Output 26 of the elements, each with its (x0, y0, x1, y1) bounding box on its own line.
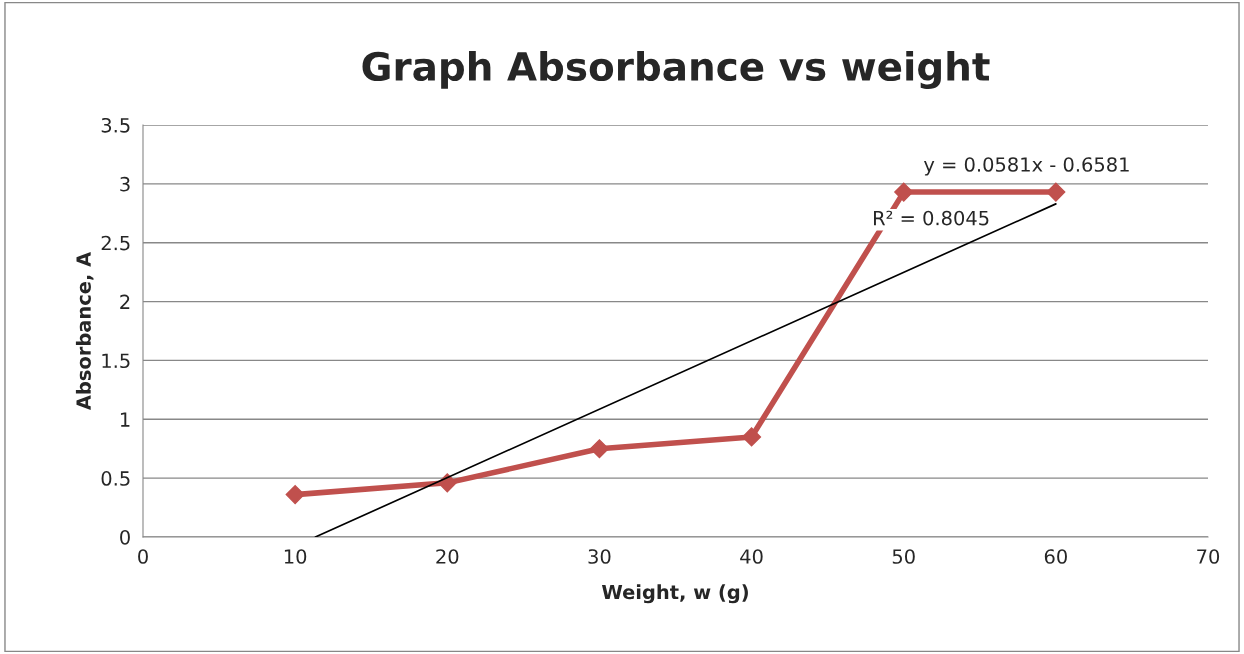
y-tick-label: 0.5 (101, 471, 130, 486)
x-tick-label: 40 (740, 549, 763, 564)
annotation: y = 0.0581x - 0.6581 (923, 157, 1129, 176)
x-tick-label: 50 (892, 549, 915, 564)
y-axis-title: Absorbance, A (75, 251, 94, 411)
y-tick-label: 2 (120, 294, 130, 309)
y-tick-label: 2.5 (101, 235, 130, 251)
chart-title: Graph Absorbance vs weight (362, 51, 990, 89)
x-tick-label: 10 (284, 549, 307, 564)
x-tick-label: 20 (436, 549, 459, 564)
point (589, 439, 609, 459)
point (742, 427, 762, 447)
x-axis-title: Weight, w (g) (601, 584, 748, 604)
y-tick-label: 0 (120, 529, 130, 545)
y-tick-label: 3 (120, 176, 130, 192)
x-tick-label: 60 (1044, 549, 1067, 564)
y-tick-label: 3.5 (101, 117, 130, 133)
point (1046, 182, 1066, 202)
y-tick-label: 1 (120, 412, 130, 427)
point (285, 485, 305, 505)
annotation: R² = 0.8045 (874, 210, 989, 226)
x-tick-label: 30 (588, 549, 611, 564)
y-tick-label: 1.5 (102, 353, 130, 369)
x-tick-label: 0 (138, 549, 148, 564)
point (894, 182, 914, 202)
x-tick-label: 70 (1197, 549, 1220, 564)
